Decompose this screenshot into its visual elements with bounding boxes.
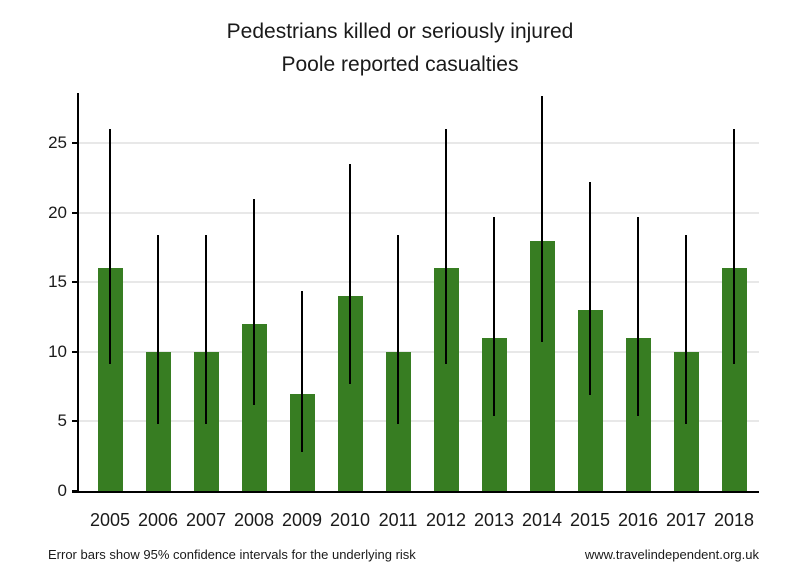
y-tick-label: 10 (48, 341, 67, 361)
y-tick (72, 211, 77, 214)
error-bar-2008 (253, 198, 255, 405)
footer-website: www.travelindependent.org.uk (584, 547, 759, 562)
gridline (79, 211, 759, 214)
x-axis-line (72, 491, 759, 493)
y-tick (72, 350, 77, 353)
x-tick-label: 2018 (713, 510, 755, 530)
error-bar-2014 (541, 95, 543, 343)
gridline (79, 420, 759, 423)
y-tick (72, 490, 77, 492)
x-tick-label: 2013 (473, 510, 515, 530)
x-tick-label: 2012 (425, 510, 467, 530)
error-bar-2015 (589, 182, 591, 395)
y-tick-label: 0 (57, 481, 67, 500)
y-axis-line (77, 93, 79, 493)
y-tick-label: 5 (57, 411, 67, 431)
x-tick-label: 2016 (617, 510, 659, 530)
error-bar-2005 (109, 129, 111, 365)
x-tick-label: 2011 (378, 510, 418, 530)
chart-title-block: Pedestrians killed or seriously injured … (0, 15, 800, 81)
x-tick-label: 2015 (569, 510, 611, 530)
y-tick (72, 420, 77, 423)
gridline (79, 142, 759, 145)
x-tick-label: 2008 (233, 510, 275, 530)
x-tick-label: 2005 (89, 510, 131, 530)
error-bar-2006 (157, 234, 159, 425)
gridline (79, 350, 759, 353)
error-bar-2007 (205, 234, 207, 425)
footer-note: Error bars show 95% confidence intervals… (48, 547, 416, 562)
x-tick-label: 2007 (185, 510, 227, 530)
plot-area: 0 5 10 15 20 25 2005 2006 2007 2008 2009 2010 2011 20… (48, 93, 759, 530)
y-tick-label: 15 (48, 272, 67, 292)
error-bar-2009 (301, 290, 303, 452)
chart-subtitle: Poole reported casualties (281, 53, 519, 76)
error-bar-2016 (637, 216, 639, 416)
y-tick-label: 20 (48, 202, 67, 222)
x-tick-label: 2014 (521, 510, 563, 530)
x-tick-label: 2009 (281, 510, 323, 530)
x-tick-label: 2006 (137, 510, 179, 530)
error-bar-2012 (445, 129, 447, 365)
error-bar-2011 (397, 234, 399, 425)
error-bar-2010 (349, 163, 351, 384)
gridline (79, 281, 759, 284)
error-bar-2017 (685, 234, 687, 425)
chart-title: Pedestrians killed or seriously injured (226, 20, 574, 43)
y-tick-label: 25 (48, 133, 67, 153)
error-bar-2018 (733, 129, 735, 365)
y-tick (72, 281, 77, 284)
y-tick (72, 142, 77, 145)
error-bar-2013 (493, 216, 495, 416)
x-tick-label: 2010 (329, 510, 371, 530)
x-tick-label: 2017 (665, 510, 707, 530)
